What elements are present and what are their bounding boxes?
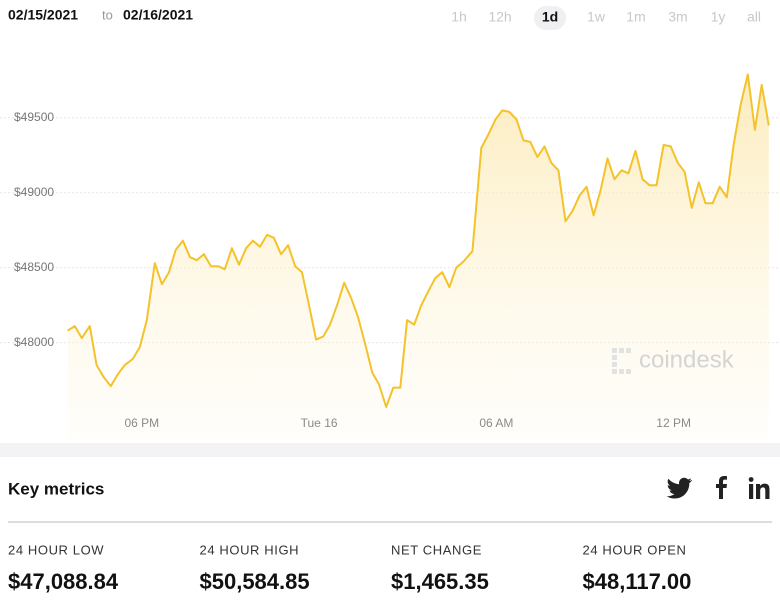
range-button[interactable]: 12h — [488, 9, 511, 25]
range-pill — [534, 6, 566, 30]
watermark-icon — [612, 348, 631, 374]
y-tick-label: $49500 — [14, 110, 54, 124]
metric-label: 24 HOUR OPEN — [583, 542, 687, 557]
price-line — [67, 73, 770, 408]
metric-value: $48,117.00 — [583, 569, 692, 594]
divider-band — [0, 443, 780, 457]
metric-value: $1,465.35 — [391, 569, 489, 594]
range-button[interactable]: 1h — [451, 9, 467, 25]
twitter-icon[interactable] — [666, 477, 692, 499]
watermark: coindesk — [639, 346, 735, 373]
metric-label: NET CHANGE — [391, 542, 482, 557]
plot: $48000$48500$49000$4950006 PMTue 1606 AM… — [0, 73, 780, 440]
range-button[interactable]: 1m — [626, 9, 645, 25]
date-from: 02/15/2021 — [8, 7, 78, 23]
area — [67, 74, 769, 440]
y-tick-label: $48500 — [14, 260, 54, 274]
range-button[interactable]: 1w — [587, 9, 606, 25]
metric-label: 24 HOUR LOW — [8, 542, 104, 557]
range-button[interactable]: 1d — [542, 9, 558, 25]
metrics: 24 HOUR LOW $47,088.84 24 HOUR HIGH $50,584… — [8, 542, 691, 593]
metric-value: $50,584.85 — [200, 569, 310, 594]
range-button[interactable]: 3m — [668, 9, 687, 25]
facebook-icon[interactable] — [716, 476, 727, 499]
range-button[interactable]: all — [747, 9, 761, 25]
date-to-label: to — [102, 7, 113, 22]
y-tick-label: $48000 — [14, 335, 54, 349]
metric-value: $47,088.84 — [8, 569, 119, 594]
metric-label: 24 HOUR HIGH — [200, 542, 300, 557]
y-tick-label: $49000 — [14, 185, 54, 199]
range-selector: 1h 12h 1d 1w 1m 3m 1y all — [451, 6, 761, 30]
section-title: Key metrics — [8, 479, 104, 498]
date-to: 02/16/2021 — [123, 7, 193, 23]
range-button[interactable]: 1y — [711, 9, 726, 25]
linkedin-icon[interactable] — [748, 477, 770, 499]
